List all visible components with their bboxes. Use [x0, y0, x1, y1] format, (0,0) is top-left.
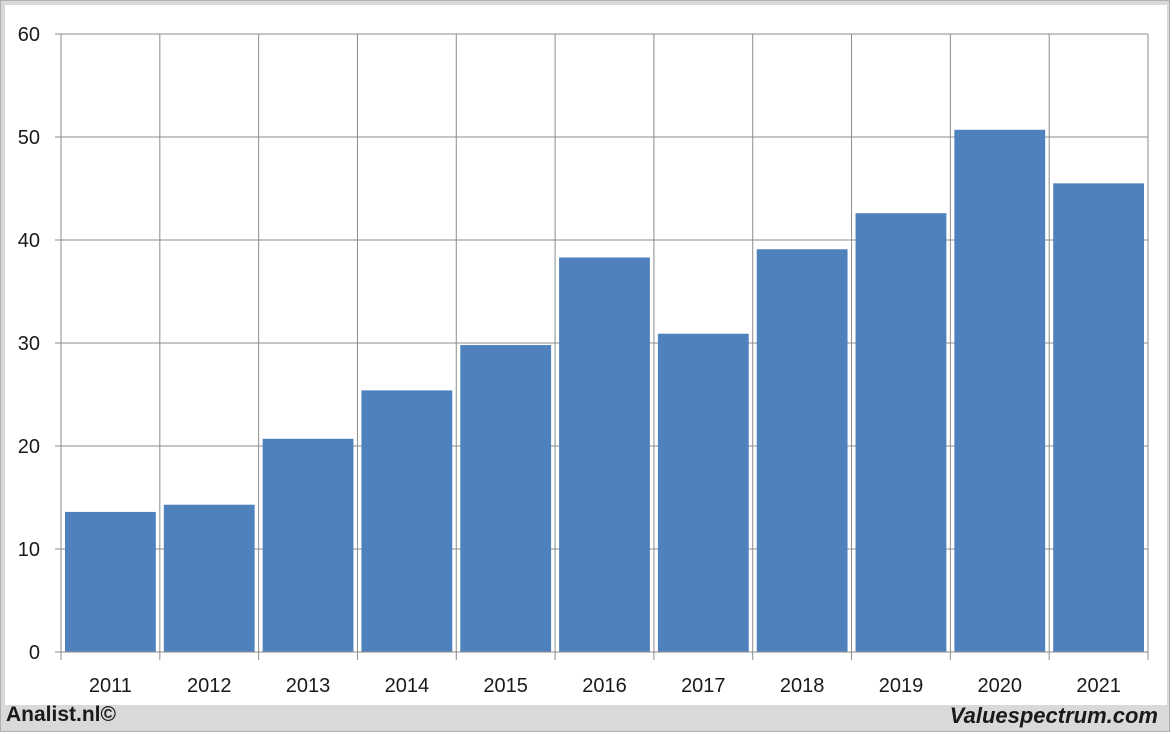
bar [262, 438, 354, 652]
x-tick-label: 2016 [582, 675, 627, 697]
source-credit-left: Analist.nl© [6, 703, 116, 726]
y-tick-label: 40 [18, 230, 40, 252]
x-tick-label: 2015 [483, 675, 528, 697]
axes [55, 33, 1149, 660]
bar [954, 129, 1046, 653]
x-tick-label: 2018 [780, 675, 825, 697]
y-tick-label: 10 [18, 539, 40, 561]
x-tick-label: 2013 [286, 675, 331, 697]
bar [657, 333, 749, 652]
bars [65, 129, 1144, 653]
x-tick-label: 2014 [385, 675, 430, 697]
bar [756, 249, 848, 652]
y-tick-label: 30 [18, 333, 40, 355]
bar [163, 504, 255, 652]
bar [559, 257, 650, 652]
x-tick-label: 2021 [1076, 675, 1121, 697]
y-tick-label: 50 [18, 127, 40, 149]
x-tick-label: 2019 [879, 675, 924, 697]
bar [65, 511, 156, 652]
y-tick-label: 60 [18, 24, 40, 46]
y-tick-label: 20 [18, 436, 40, 458]
source-credit-right: Valuespectrum.com [949, 703, 1158, 728]
x-tick-label: 2011 [89, 675, 132, 697]
bar [361, 390, 453, 652]
x-tick-label: 2017 [681, 675, 726, 697]
bar [855, 213, 947, 652]
bar [460, 345, 552, 652]
tick-labels: 0 10 20 30 40 50 60 2011 2012 2013 2014 2015 2016 201… [18, 24, 1121, 697]
x-tick-label: 2020 [978, 675, 1023, 697]
bar [1053, 183, 1144, 652]
x-tick-label: 2012 [187, 675, 232, 697]
y-tick-label: 0 [29, 642, 40, 664]
